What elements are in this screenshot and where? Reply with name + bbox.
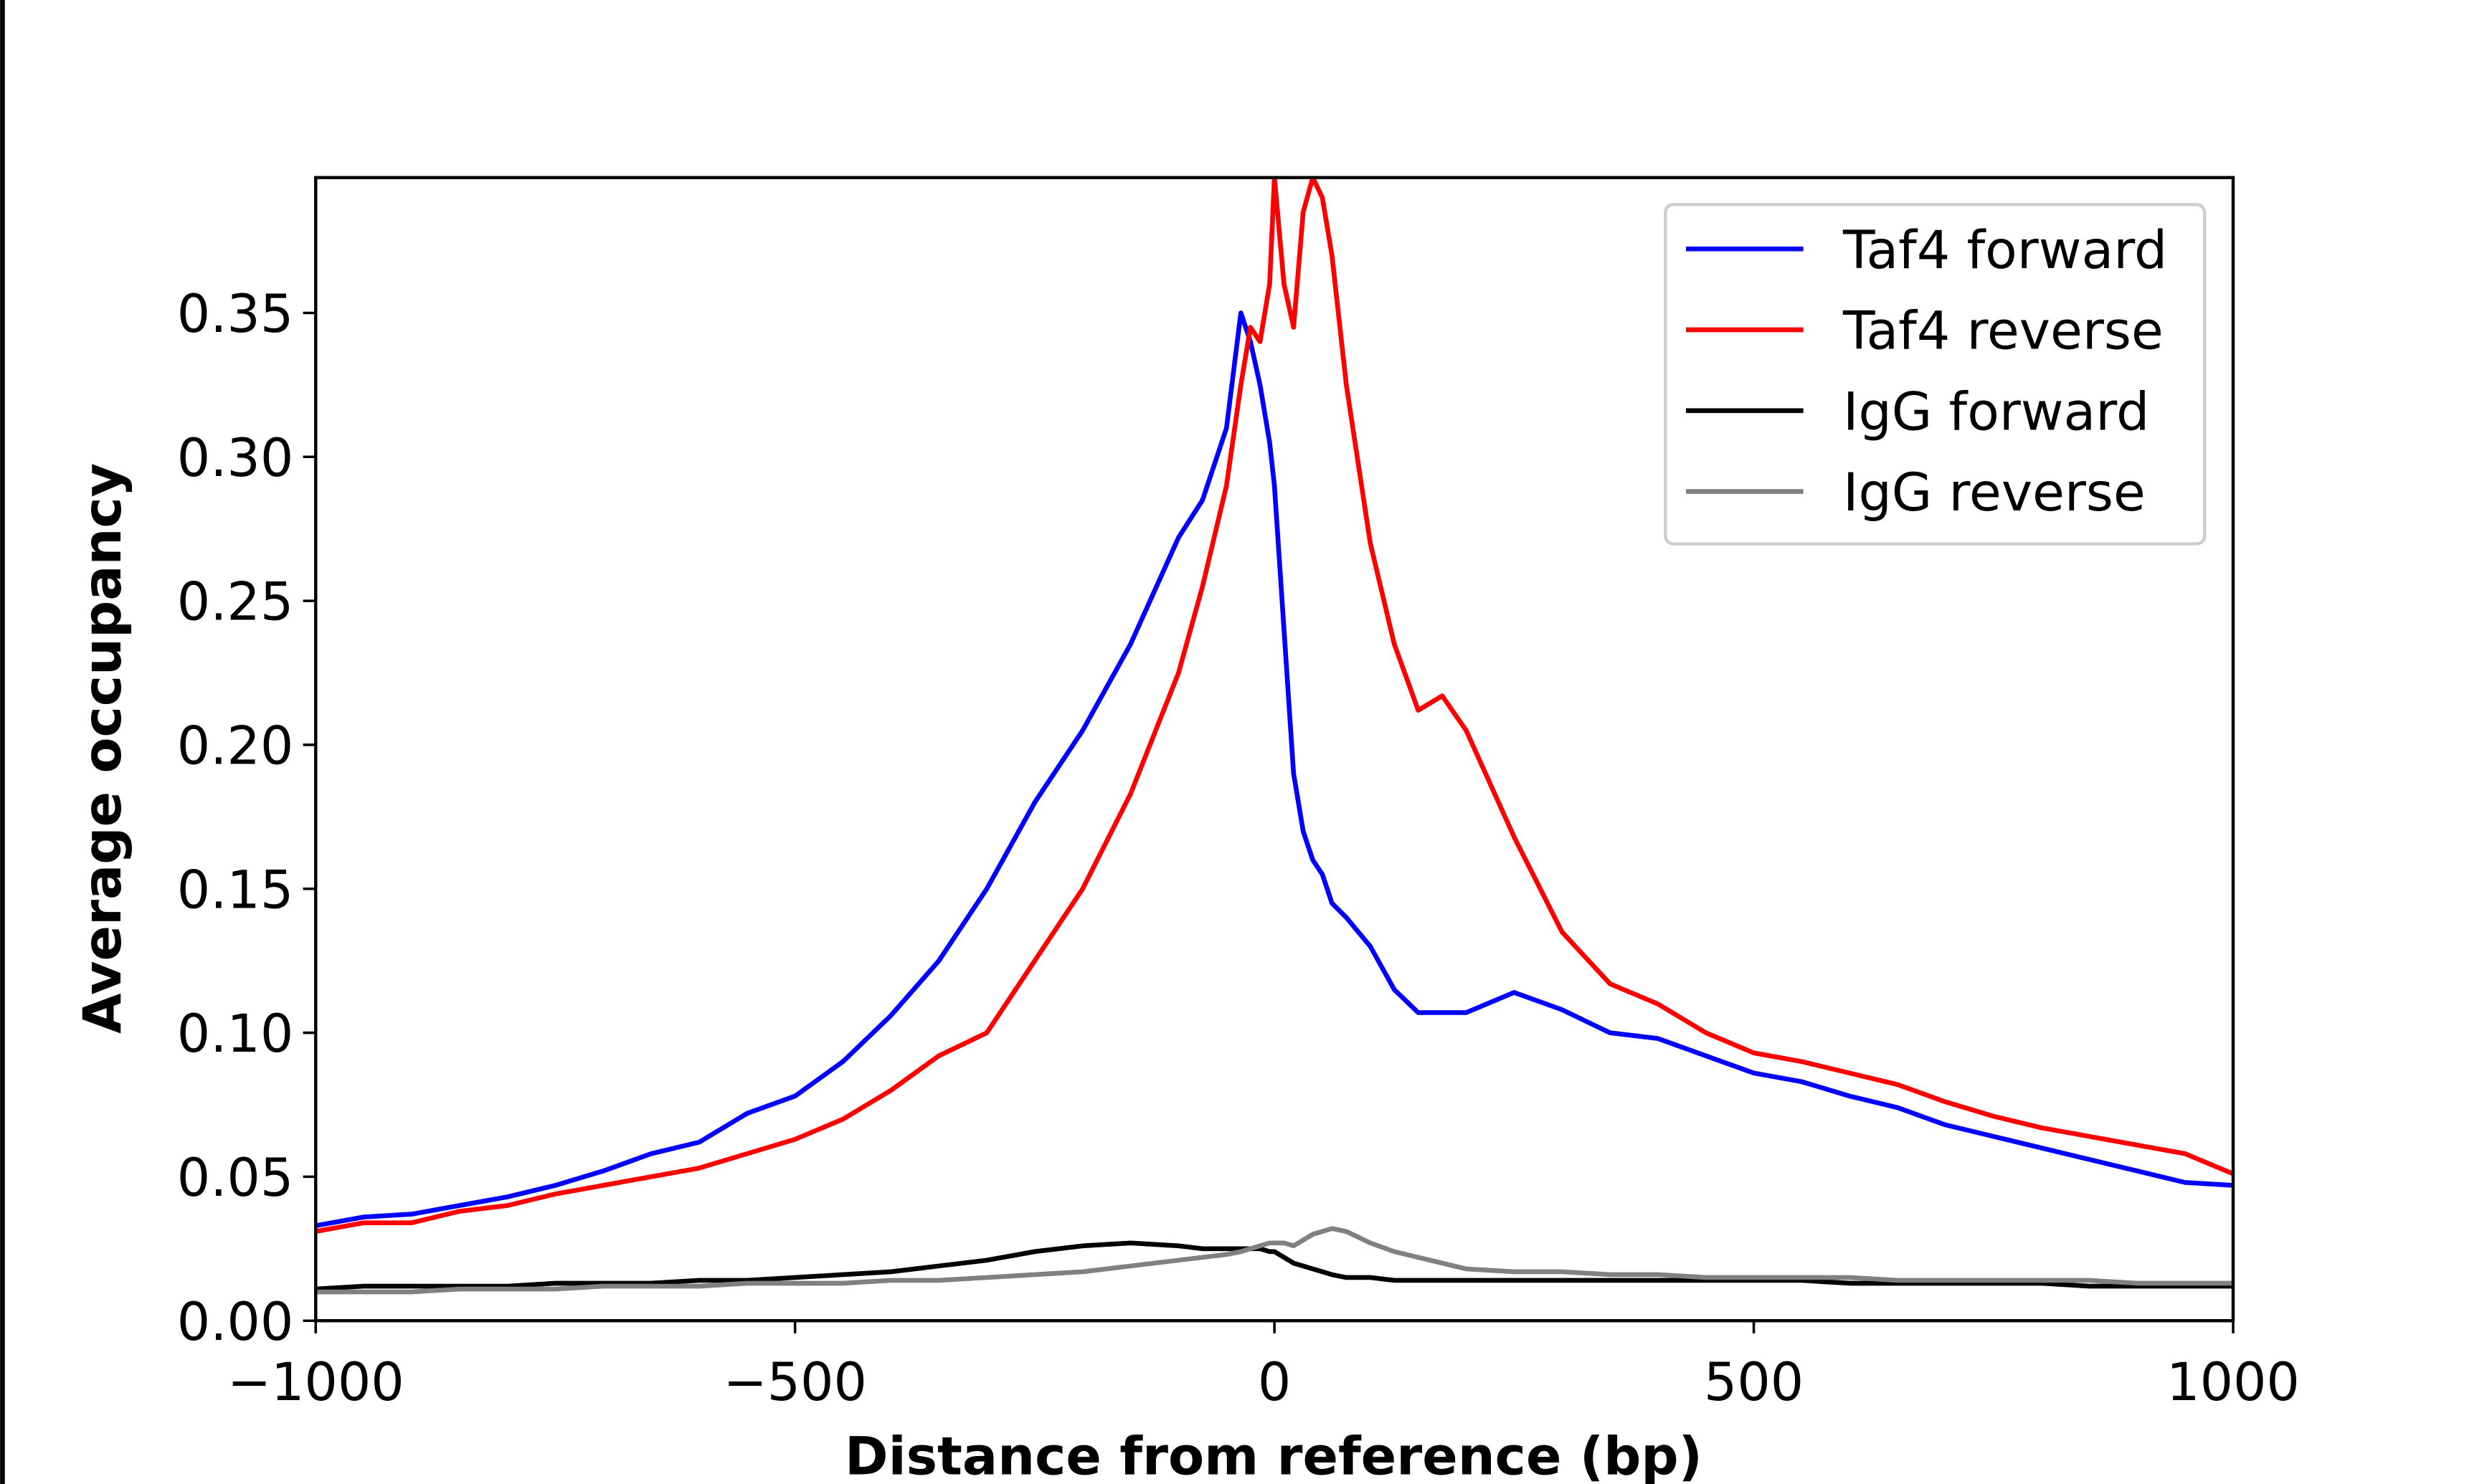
y-tick-label: 0.15 bbox=[177, 860, 293, 921]
y-tick-label: 0.10 bbox=[177, 1004, 293, 1065]
left-border bbox=[0, 0, 5, 1484]
x-tick-label: 1000 bbox=[2166, 1352, 2300, 1413]
y-axis-label: Average occupancy bbox=[72, 463, 133, 1034]
legend-label: Taf4 forward bbox=[1842, 220, 2167, 281]
y-tick-label: 0.30 bbox=[177, 428, 293, 489]
legend-box bbox=[1664, 203, 2207, 546]
x-axis-label: Distance from reference (bp) bbox=[845, 1427, 1702, 1484]
x-tick-label: −500 bbox=[723, 1352, 866, 1413]
legend-label: Taf4 reverse bbox=[1842, 301, 2164, 362]
y-tick-label: 0.25 bbox=[177, 572, 293, 633]
plot-frame bbox=[314, 176, 2235, 1323]
y-tick-label: 0.35 bbox=[177, 284, 293, 345]
legend-label: IgG forward bbox=[1843, 381, 2149, 442]
data-line bbox=[316, 310, 2234, 1228]
x-tick-label: 500 bbox=[1704, 1352, 1804, 1413]
data-line bbox=[316, 1240, 2234, 1292]
x-tick-label: −1000 bbox=[227, 1352, 404, 1413]
y-tick-label: 0.20 bbox=[177, 715, 293, 776]
y-tick-label: 0.05 bbox=[177, 1148, 293, 1209]
legend: Taf4 forward Taf4 reverse IgG forward IgG r… bbox=[1664, 203, 2207, 546]
legend-label: IgG reverse bbox=[1843, 462, 2146, 523]
x-tick-label: 0 bbox=[1258, 1352, 1291, 1413]
data-line bbox=[316, 1226, 2234, 1295]
y-tick-label: 0.00 bbox=[177, 1292, 293, 1353]
data-line bbox=[316, 177, 2234, 1234]
